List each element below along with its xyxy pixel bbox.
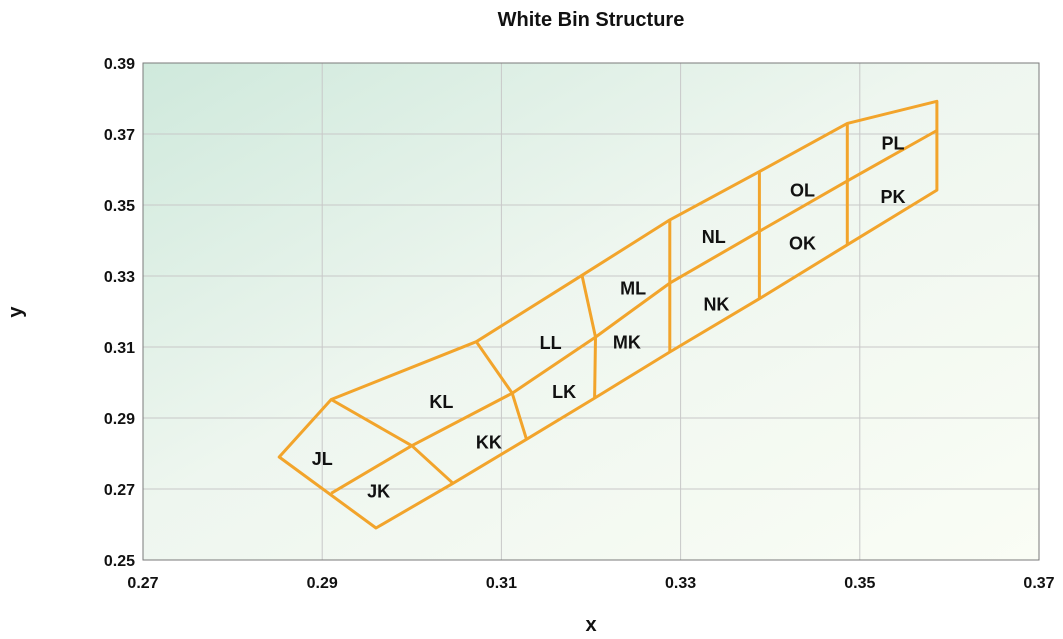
- bin-label-ol: OL: [790, 180, 815, 200]
- bin-dividers: [330, 123, 849, 485]
- bin-outline: [277, 99, 939, 530]
- bin-label-kl: KL: [429, 392, 453, 412]
- bin-divider: [475, 340, 528, 440]
- y-axis-title: y: [5, 306, 27, 318]
- y-tick-labels: 0.25 0.27 0.29 0.31 0.33 0.35 0.37 0.39: [104, 56, 135, 570]
- x-tick-label: 0.37: [1023, 575, 1054, 592]
- bin-label-pl: PL: [881, 134, 904, 154]
- bin-divider: [580, 274, 597, 399]
- bin-label-ll: LL: [540, 333, 562, 353]
- bin-divider: [330, 398, 455, 485]
- y-tick-label: 0.33: [104, 269, 135, 286]
- x-tick-label: 0.35: [844, 575, 875, 592]
- y-tick-label: 0.35: [104, 198, 135, 215]
- bin-label-ml: ML: [620, 278, 646, 298]
- x-tick-label: 0.31: [486, 575, 517, 592]
- bin-label-jk: JK: [367, 481, 390, 501]
- bin-label-pk: PK: [880, 187, 905, 207]
- x-axis-title: x: [585, 614, 596, 636]
- y-tick-label: 0.31: [104, 340, 135, 357]
- bin-label-kk: KK: [476, 432, 502, 452]
- bin-labels: JL JK KL KK LL LK ML MK NL NK OL OK PL PK: [312, 134, 906, 502]
- y-tick-label: 0.29: [104, 411, 135, 428]
- x-tick-label: 0.29: [307, 575, 338, 592]
- y-tick-label: 0.39: [104, 56, 135, 73]
- chart-title: White Bin Structure: [498, 9, 685, 31]
- bin-label-lk: LK: [552, 382, 576, 402]
- x-tick-label: 0.27: [127, 575, 158, 592]
- y-tick-label: 0.25: [104, 553, 135, 570]
- bin-label-jl: JL: [312, 449, 333, 469]
- bin-label-ok: OK: [789, 234, 816, 254]
- x-tick-labels: 0.27 0.29 0.31 0.33 0.35 0.37: [127, 575, 1054, 592]
- bin-label-mk: MK: [613, 332, 641, 352]
- plot-frame: [142, 62, 1040, 561]
- bin-label-nl: NL: [702, 227, 726, 247]
- y-tick-label: 0.27: [104, 482, 135, 499]
- bin-midline: [330, 129, 938, 495]
- x-tick-label: 0.33: [665, 575, 696, 592]
- y-tick-label: 0.37: [104, 127, 135, 144]
- bin-label-nk: NK: [703, 295, 729, 315]
